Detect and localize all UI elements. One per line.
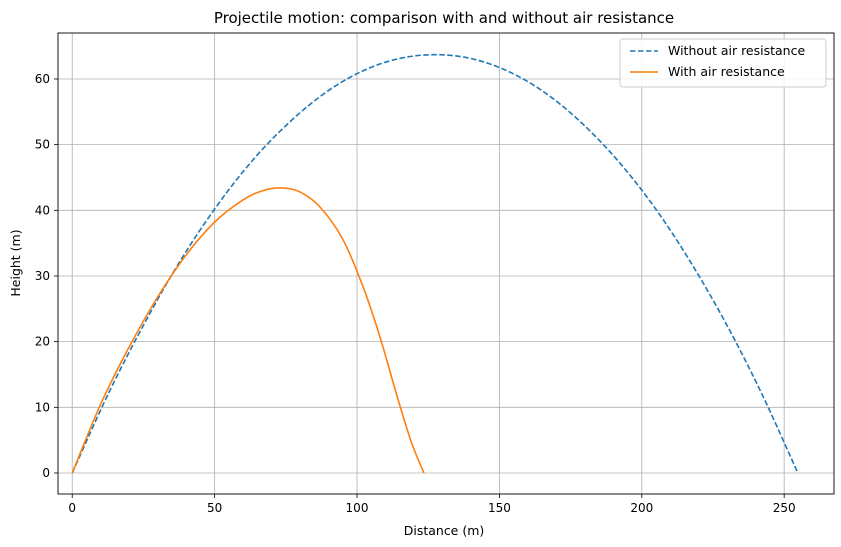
series-line-without-air-resistance	[71, 53, 799, 474]
x-axis-label: Distance (m)	[404, 523, 485, 538]
y-tick-label: 60	[35, 72, 50, 86]
chart-title: Projectile motion: comparison with and w…	[214, 9, 674, 27]
legend: Without air resistance With air resistan…	[619, 38, 827, 88]
y-tick-label: 50	[35, 138, 50, 152]
y-tick-label: 0	[42, 466, 50, 480]
x-tick-label: 0	[68, 501, 76, 515]
ticks: 0 50 100 150 200 250 0 10 20 30 40 50 60	[35, 72, 796, 515]
y-tick-label: 20	[35, 335, 50, 349]
y-axis-label: Height (m)	[8, 229, 23, 296]
y-tick-label: 30	[35, 269, 50, 283]
x-tick-label: 200	[630, 501, 653, 515]
plot-area-frame	[57, 32, 835, 495]
series-line-with-air-resistance	[71, 187, 425, 474]
y-tick-label: 40	[35, 203, 50, 217]
legend-label-without-air: Without air resistance	[668, 43, 805, 58]
series-layer	[71, 53, 799, 474]
x-tick-label: 100	[346, 501, 369, 515]
legend-label-with-air: With air resistance	[668, 64, 785, 79]
x-tick-label: 250	[773, 501, 796, 515]
x-tick-label: 150	[488, 501, 511, 515]
grid	[58, 33, 834, 494]
x-tick-label: 50	[207, 501, 222, 515]
legend-frame	[619, 38, 827, 88]
y-tick-label: 10	[35, 400, 50, 414]
